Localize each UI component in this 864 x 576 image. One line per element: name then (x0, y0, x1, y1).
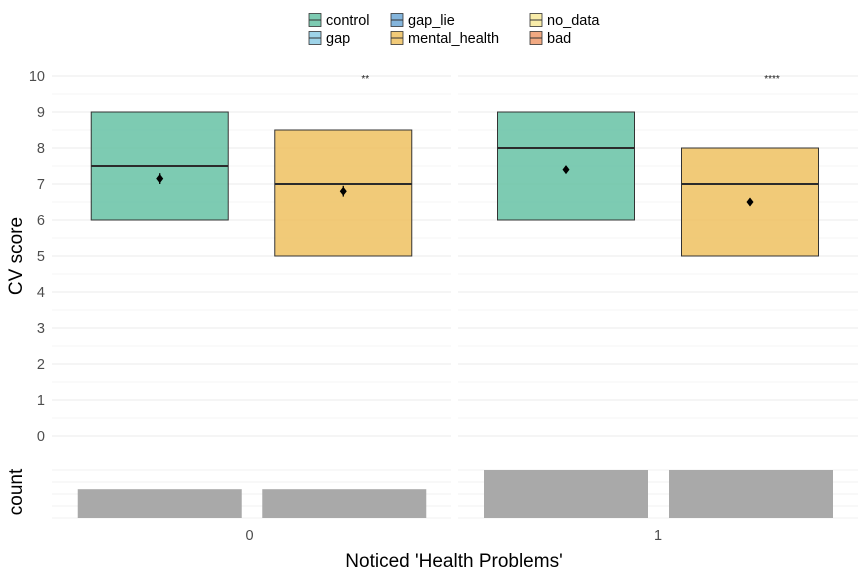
y-tick-label: 4 (37, 285, 45, 301)
mean-point (562, 165, 570, 175)
y-tick-label: 6 (37, 213, 45, 229)
x-tick-label: 1 (654, 528, 662, 544)
count-axis-title: count (6, 468, 27, 515)
y-tick-label: 3 (37, 321, 45, 337)
y-tick-label: 7 (37, 177, 45, 193)
legend-item-gap: gap (308, 31, 350, 47)
y-tick-label: 5 (37, 249, 45, 265)
legend-label: gap_lie (408, 13, 455, 29)
y-tick-label: 2 (37, 357, 45, 373)
legend-item-gap_lie: gap_lie (390, 13, 455, 29)
significance-label: ** (361, 74, 369, 85)
count-bar (484, 470, 648, 518)
y-axis-title: CV score (6, 217, 27, 295)
y-tick-label: 8 (37, 141, 45, 157)
mean-point (746, 197, 754, 207)
count-bar (77, 489, 242, 518)
legend-item-control: control (308, 13, 370, 29)
legend-label: no_data (547, 13, 600, 29)
y-tick-label: 0 (37, 429, 45, 445)
plot-marks: ** **** (90, 74, 819, 257)
legend-label: gap (326, 31, 350, 47)
legend-label: control (326, 13, 370, 29)
significance-label: **** (764, 74, 780, 85)
count-bar (669, 470, 833, 518)
y-tick-label: 9 (37, 105, 45, 121)
x-axis-title: Noticed 'Health Problems' (345, 551, 562, 572)
legend-item-bad: bad (529, 31, 571, 47)
count-bar (262, 489, 427, 518)
mean-point (156, 174, 164, 184)
legend-item-no_data: no_data (529, 13, 600, 29)
mean-point (339, 186, 347, 196)
x-tick-label: 0 (245, 528, 253, 544)
box-mental_health (274, 129, 413, 257)
y-axis-ticks: 0 1 2 3 4 5 6 7 8 9 10 (29, 69, 45, 445)
count-bars (77, 470, 833, 518)
legend-label: mental_health (408, 31, 499, 47)
y-tick-label: 1 (37, 393, 45, 409)
y-tick-label: 10 (29, 69, 45, 85)
legend-label: bad (547, 31, 571, 47)
legend-item-mental_health: mental_health (390, 31, 499, 47)
